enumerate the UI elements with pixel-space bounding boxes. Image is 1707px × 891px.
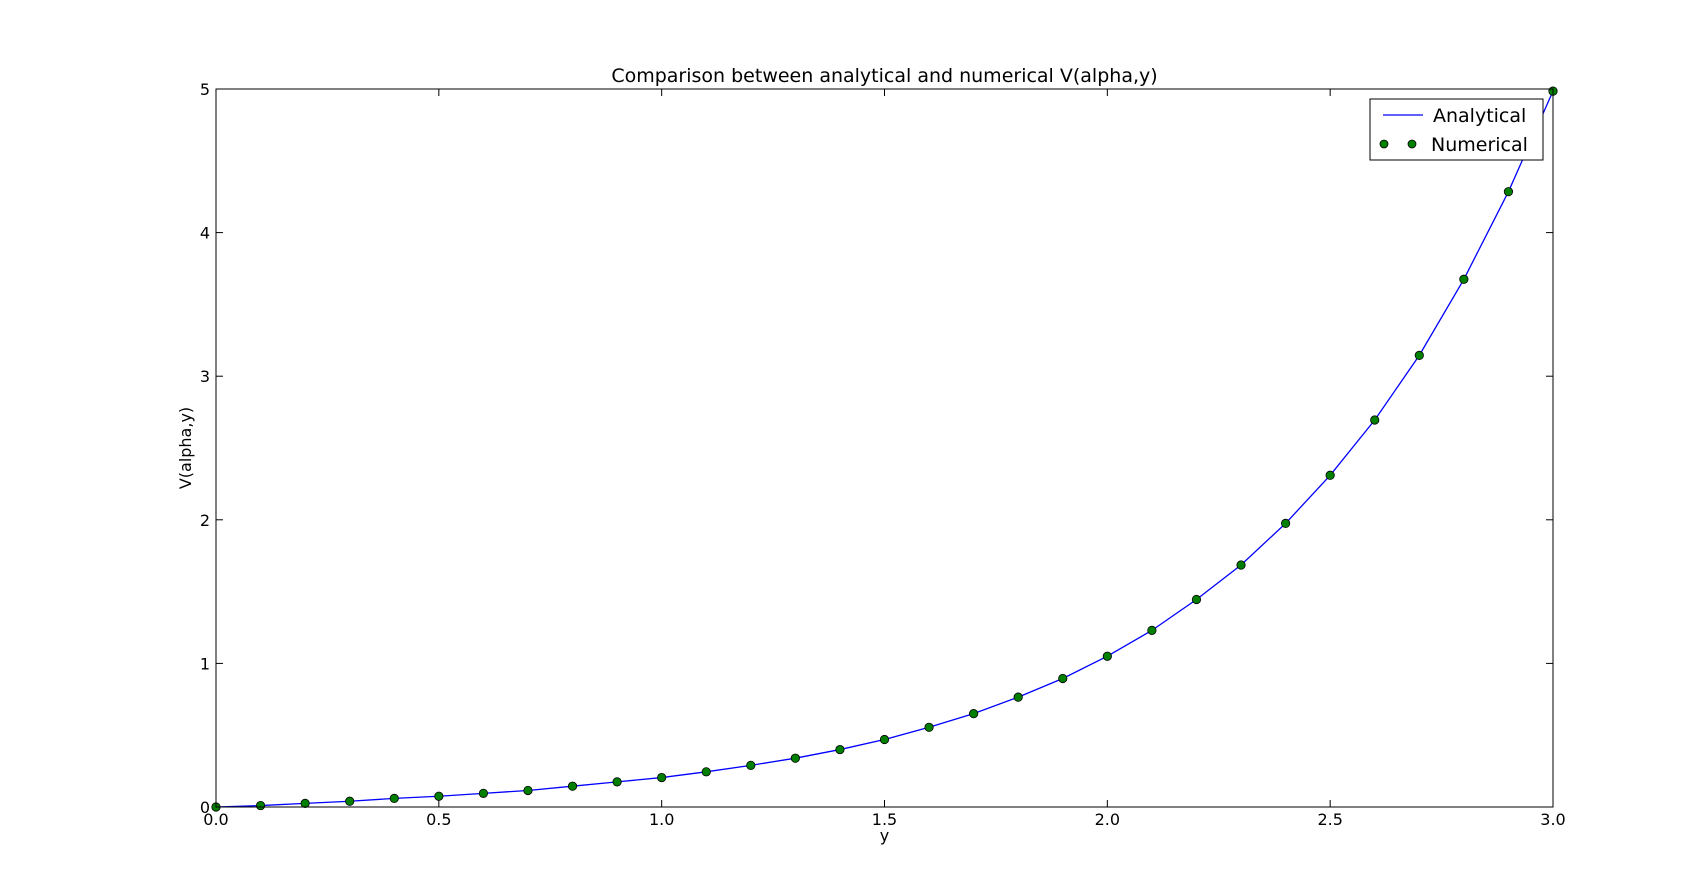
numerical-data-point	[701, 767, 711, 777]
numerical-data-point	[969, 709, 979, 719]
numerical-data-point	[1058, 673, 1068, 684]
numerical-data-point	[389, 793, 399, 803]
chart-title: Comparison between analytical and numeri…	[611, 65, 1157, 87]
numerical-data-point	[1013, 692, 1023, 702]
y-tick-label: 1	[200, 654, 210, 673]
numerical-data-point	[790, 753, 800, 763]
legend-numerical-marker-left	[1379, 139, 1389, 149]
numerical-data-point	[1325, 470, 1335, 480]
legend-box	[1369, 98, 1544, 161]
numerical-data-point	[924, 722, 934, 732]
numerical-data-point	[345, 796, 355, 806]
numerical-data-point	[879, 734, 890, 745]
numerical-data-point	[1459, 274, 1469, 284]
x-axis-label: y	[880, 826, 889, 845]
y-tick-label: 3	[200, 367, 210, 386]
y-tick-label: 2	[200, 511, 210, 530]
numerical-data-point	[1191, 594, 1202, 605]
x-tick-label: 0.5	[426, 810, 451, 829]
numerical-data-point	[1370, 415, 1380, 425]
numerical-data-point	[835, 744, 845, 755]
numerical-data-point	[300, 798, 310, 809]
numerical-data-point	[523, 785, 533, 796]
numerical-data-point	[255, 800, 266, 811]
plot-frame	[215, 88, 1554, 808]
numerical-data-point	[1414, 350, 1424, 360]
x-tick-label: 2.0	[1095, 810, 1120, 829]
legend: Analytical Numerical	[1369, 98, 1544, 161]
series-layer	[211, 86, 1558, 812]
x-tick-label: 0.0	[203, 810, 228, 829]
numerical-data-point	[434, 791, 444, 801]
numerical-data-point	[657, 772, 667, 783]
x-tick-label: 2.5	[1317, 810, 1342, 829]
numerical-data-point	[612, 777, 622, 787]
numerical-data-point	[478, 788, 488, 798]
x-tick-label: 1.5	[872, 810, 897, 829]
x-tick-label: 1.0	[649, 810, 674, 829]
y-tick-label: 4	[200, 224, 210, 243]
legend-numerical-label: Numerical	[1431, 134, 1528, 156]
legend-analytical-label: Analytical	[1433, 105, 1526, 127]
numerical-data-point	[1503, 187, 1514, 197]
legend-numerical-marker-right	[1407, 139, 1417, 149]
numerical-data-point	[567, 781, 578, 791]
y-tick-label: 5	[200, 80, 210, 99]
numerical-data-point	[746, 760, 756, 770]
x-axis-ticks: 0.0 0.5 1.0 1.5 2.0 2.5 3.0	[203, 89, 1566, 829]
numerical-data-point	[1147, 625, 1157, 635]
numerical-data-point	[1236, 560, 1246, 570]
y-tick-label: 0	[200, 798, 210, 817]
numerical-data-point	[1281, 518, 1291, 528]
x-tick-label: 3.0	[1540, 810, 1565, 829]
plot-area	[216, 89, 1553, 807]
y-axis-label: V(alpha,y)	[176, 407, 195, 489]
numerical-data-point	[1102, 651, 1112, 661]
